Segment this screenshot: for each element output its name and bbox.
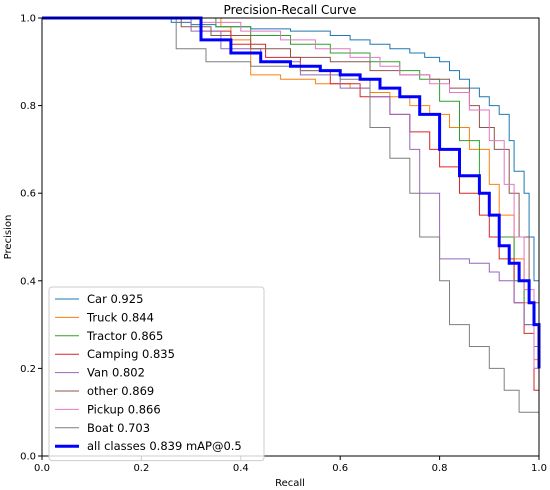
- legend-entry: Boat 0.703: [87, 421, 150, 435]
- legend-entry: Camping 0.835: [87, 347, 175, 361]
- y-axis-label: Precision: [3, 215, 14, 260]
- legend-entry: all classes 0.839 mAP@0.5: [87, 439, 242, 453]
- series-line-8: [42, 17, 540, 435]
- chart-title: Precision-Recall Curve: [224, 3, 357, 17]
- y-tick-label: 0.2: [20, 364, 36, 375]
- plot-frame: [41, 17, 540, 457]
- legend-entry: Tractor 0.865: [86, 329, 163, 343]
- x-tick-label: 0.2: [133, 463, 149, 474]
- legend-entry: Truck 0.844: [86, 310, 154, 324]
- x-tick-label: 1.0: [531, 463, 547, 474]
- y-tick-label: 0.8: [20, 101, 36, 112]
- y-tick-label: 0.0: [20, 452, 36, 463]
- y-tick-label: 0.4: [20, 276, 36, 287]
- series-line-9: [42, 16, 541, 369]
- y-tick-label: 0.6: [20, 189, 36, 200]
- legend-entry: other 0.869: [87, 384, 154, 398]
- legend-box: [48, 286, 265, 462]
- legend: Car 0.925 Truck 0.844 Tractor 0.865 Camping…: [48, 286, 265, 462]
- legend-entry: Car 0.925: [87, 292, 143, 306]
- y-tick-label: 1.0: [20, 14, 36, 25]
- series-line-7: [42, 17, 540, 404]
- x-tick-label: 0.0: [34, 463, 50, 474]
- x-tick-label: 0.4: [233, 463, 249, 474]
- x-tick-label: 0.8: [432, 463, 448, 474]
- x-axis-label: Recall: [275, 478, 305, 489]
- axis-ticks: 0.0 0.2 0.4 0.6 0.8 1.0 0.0 0.2 0.4 0.6 0.8 1.0: [20, 14, 547, 475]
- legend-entry: Pickup 0.866: [87, 402, 161, 416]
- plot-area: [42, 16, 541, 435]
- x-tick-label: 0.6: [332, 463, 348, 474]
- legend-entry: Van 0.802: [87, 366, 145, 380]
